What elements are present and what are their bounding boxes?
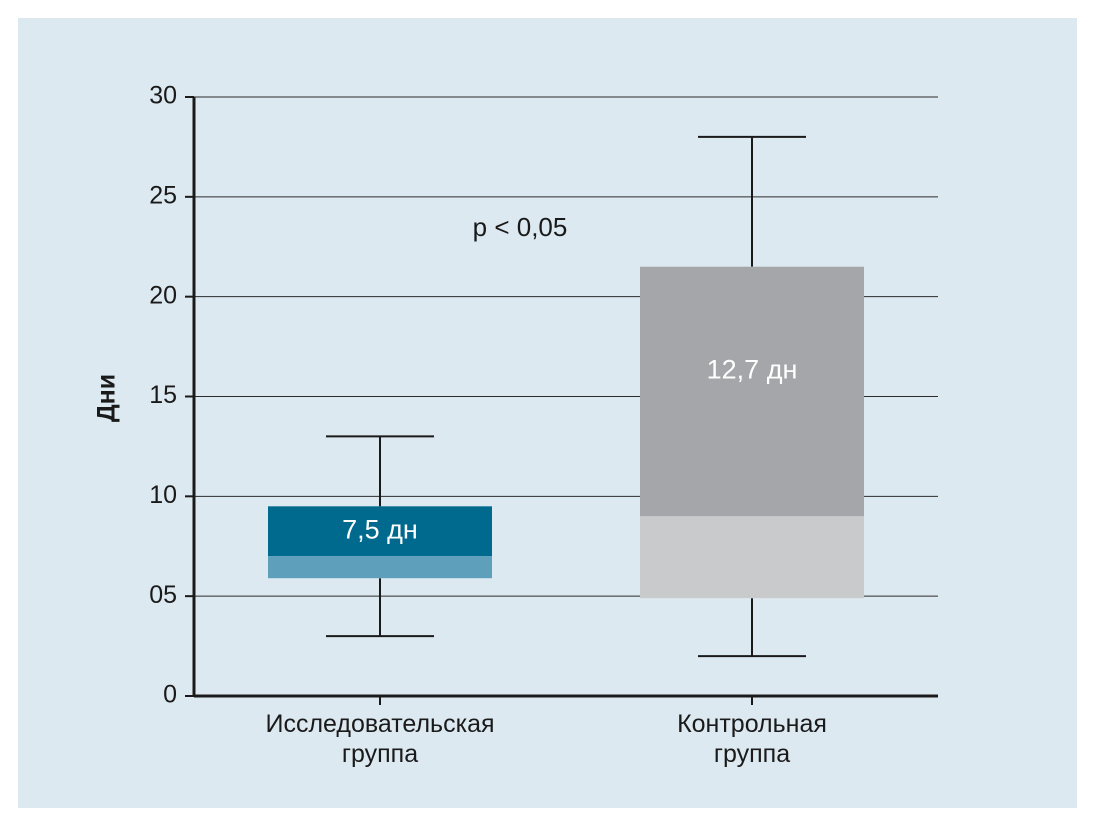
group-1-category-label: Исследовательская — [265, 710, 494, 738]
group-1-category-label: группа — [342, 740, 418, 768]
group-2-box-label: 12,7 дн — [707, 355, 798, 385]
group-2-category-label: Контрольная — [677, 710, 827, 738]
y-tick-label: 30 — [149, 82, 177, 110]
group-1-box-label: 7,5 дн — [342, 514, 418, 544]
y-axis-title: Дни — [93, 374, 121, 422]
group-2-box-lower — [640, 516, 864, 599]
y-tick-label: 0 — [163, 681, 177, 709]
p-value-annotation: p < 0,05 — [473, 212, 568, 242]
group-1-box-upper — [268, 506, 492, 557]
group-2-category-label: группа — [714, 740, 790, 768]
gridlines — [194, 96, 938, 597]
y-tick-label: 25 — [149, 181, 177, 209]
axes — [185, 96, 938, 705]
y-tick-label: 20 — [149, 281, 177, 309]
group-2-box-upper — [640, 266, 864, 517]
y-tick-label: 15 — [149, 381, 177, 409]
boxes — [268, 135, 864, 658]
y-tick-label: 10 — [149, 481, 177, 509]
y-tick-label: 05 — [149, 581, 177, 609]
group-1-box-lower — [268, 556, 492, 579]
